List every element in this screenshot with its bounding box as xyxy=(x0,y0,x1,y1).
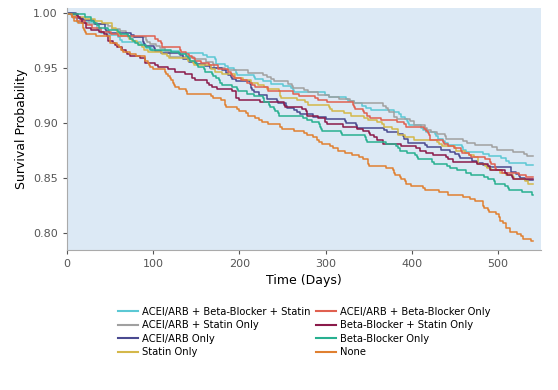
Statin Only xyxy=(166,54,172,58)
None xyxy=(528,238,535,243)
Y-axis label: Survival Probability: Survival Probability xyxy=(15,69,28,189)
Beta-Blocker + Statin Only xyxy=(509,177,516,182)
Line: ACEI/ARB Only: ACEI/ARB Only xyxy=(67,13,533,180)
ACEI/ARB + Beta-Blocker + Statin xyxy=(64,11,70,16)
ACEI/ARB + Statin Only xyxy=(530,154,536,158)
ACEI/ARB + Beta-Blocker Only xyxy=(215,65,222,69)
Beta-Blocker Only xyxy=(528,192,535,197)
None xyxy=(513,232,520,237)
ACEI/ARB Only xyxy=(64,11,70,16)
Beta-Blocker + Statin Only xyxy=(172,69,179,74)
Beta-Blocker Only xyxy=(319,126,325,131)
X-axis label: Time (Days): Time (Days) xyxy=(266,274,342,287)
ACEI/ARB + Statin Only xyxy=(524,154,531,158)
ACEI/ARB + Beta-Blocker Only xyxy=(64,12,70,17)
ACEI/ARB + Beta-Blocker Only xyxy=(238,76,244,80)
Line: Statin Only: Statin Only xyxy=(67,14,533,184)
None xyxy=(365,160,372,164)
Beta-Blocker Only xyxy=(518,190,525,195)
ACEI/ARB + Beta-Blocker + Statin xyxy=(523,160,530,165)
Beta-Blocker Only xyxy=(501,181,508,186)
Beta-Blocker + Statin Only xyxy=(530,177,536,182)
Statin Only xyxy=(232,76,239,80)
Legend: ACEI/ARB + Beta-Blocker + Statin, ACEI/ARB + Statin Only, ACEI/ARB Only, Statin : ACEI/ARB + Beta-Blocker + Statin, ACEI/A… xyxy=(114,303,494,362)
Line: ACEI/ARB + Beta-Blocker + Statin: ACEI/ARB + Beta-Blocker + Statin xyxy=(67,13,533,165)
Line: None: None xyxy=(67,14,533,241)
ACEI/ARB + Beta-Blocker Only xyxy=(530,175,536,179)
ACEI/ARB + Statin Only xyxy=(424,125,430,130)
ACEI/ARB + Statin Only xyxy=(167,55,174,60)
Beta-Blocker + Statin Only xyxy=(79,16,86,21)
Beta-Blocker + Statin Only xyxy=(339,122,346,127)
None xyxy=(81,27,88,32)
Beta-Blocker + Statin Only xyxy=(105,36,112,41)
Statin Only xyxy=(64,12,70,17)
Statin Only xyxy=(395,129,401,133)
ACEI/ARB + Beta-Blocker Only xyxy=(458,146,464,151)
None xyxy=(162,67,169,72)
ACEI/ARB Only xyxy=(446,147,453,152)
ACEI/ARB + Statin Only xyxy=(424,128,430,132)
ACEI/ARB + Beta-Blocker Only xyxy=(315,98,322,103)
ACEI/ARB + Statin Only xyxy=(117,28,123,33)
ACEI/ARB + Beta-Blocker + Statin xyxy=(74,20,81,25)
ACEI/ARB Only xyxy=(223,70,229,75)
None xyxy=(397,172,403,177)
None xyxy=(530,238,536,243)
Statin Only xyxy=(348,113,354,118)
Beta-Blocker Only xyxy=(530,192,536,197)
ACEI/ARB + Beta-Blocker Only xyxy=(421,124,428,129)
ACEI/ARB + Statin Only xyxy=(64,11,70,16)
Beta-Blocker + Statin Only xyxy=(322,120,329,124)
Beta-Blocker Only xyxy=(338,133,345,138)
Line: ACEI/ARB + Statin Only: ACEI/ARB + Statin Only xyxy=(67,13,533,156)
ACEI/ARB + Beta-Blocker + Statin xyxy=(523,163,530,167)
ACEI/ARB + Beta-Blocker + Statin xyxy=(74,15,81,20)
ACEI/ARB Only xyxy=(457,154,464,158)
ACEI/ARB + Beta-Blocker + Statin xyxy=(94,27,101,31)
Statin Only xyxy=(530,181,536,186)
ACEI/ARB Only xyxy=(401,136,407,141)
Beta-Blocker + Statin Only xyxy=(127,54,133,58)
Line: Beta-Blocker Only: Beta-Blocker Only xyxy=(67,14,533,195)
Beta-Blocker + Statin Only xyxy=(64,12,70,17)
Statin Only xyxy=(461,148,468,153)
ACEI/ARB + Beta-Blocker + Statin xyxy=(290,86,297,90)
ACEI/ARB + Statin Only xyxy=(203,59,209,64)
None xyxy=(183,91,190,96)
ACEI/ARB Only xyxy=(530,178,536,183)
Line: Beta-Blocker + Statin Only: Beta-Blocker + Statin Only xyxy=(67,14,533,179)
Beta-Blocker Only xyxy=(193,63,200,67)
Line: ACEI/ARB + Beta-Blocker Only: ACEI/ARB + Beta-Blocker Only xyxy=(67,14,533,177)
ACEI/ARB + Beta-Blocker + Statin xyxy=(119,37,126,42)
Statin Only xyxy=(525,181,532,186)
Beta-Blocker Only xyxy=(64,12,70,17)
ACEI/ARB + Beta-Blocker + Statin xyxy=(530,163,536,167)
None xyxy=(64,12,70,17)
ACEI/ARB Only xyxy=(341,117,348,121)
ACEI/ARB + Beta-Blocker Only xyxy=(350,105,357,109)
ACEI/ARB Only xyxy=(223,68,229,73)
Statin Only xyxy=(254,82,261,87)
ACEI/ARB Only xyxy=(522,178,528,183)
ACEI/ARB + Statin Only xyxy=(104,22,111,27)
ACEI/ARB + Beta-Blocker Only xyxy=(523,175,530,179)
Beta-Blocker Only xyxy=(88,16,94,21)
